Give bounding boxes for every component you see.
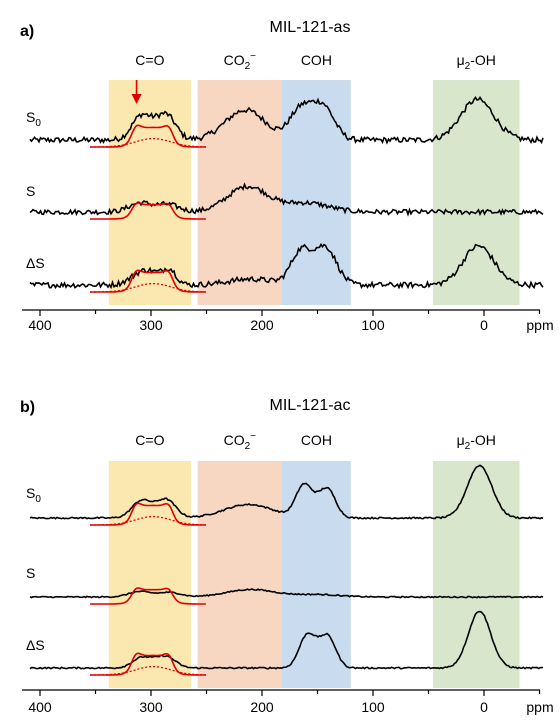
panel-title: MIL-121-ac <box>270 397 351 414</box>
region-coh <box>281 461 351 688</box>
region-label: COH <box>301 52 332 68</box>
x-tick-label: 100 <box>361 317 385 333</box>
annotation-arrow-head <box>131 94 142 104</box>
x-axis-unit: ppm <box>526 699 553 715</box>
panel-label: a) <box>20 23 34 40</box>
region-mu2-oh <box>432 80 520 305</box>
region-label: COH <box>301 432 332 448</box>
x-tick-label: 400 <box>28 317 52 333</box>
fit-curve-sum <box>90 652 206 676</box>
fit-curve-sum <box>90 269 206 293</box>
region-label: CO2− <box>224 431 257 452</box>
spectrum-trace <box>29 464 544 520</box>
x-tick-label: 300 <box>139 317 163 333</box>
fit-curve-sum <box>90 202 206 220</box>
spectrum-trace <box>29 182 544 217</box>
x-tick-label: 0 <box>480 699 488 715</box>
panel-title: MIL-121-as <box>270 19 351 36</box>
x-tick-label: 400 <box>28 699 52 715</box>
trace-label: S <box>26 183 35 199</box>
x-tick-label: 100 <box>361 699 385 715</box>
region-mu2-oh <box>432 461 520 688</box>
region-co2- <box>197 461 282 688</box>
region-coh <box>281 80 351 305</box>
spectrum-trace <box>29 242 544 290</box>
trace-label: ΔS <box>26 255 45 271</box>
panel-b: b) MIL-121-ac C=O CO2− COH μ2-OH S0 S ΔS 400 300 20… <box>20 397 554 715</box>
x-tick-label: 200 <box>250 699 274 715</box>
trace-label: S0 <box>26 485 41 505</box>
region-co2- <box>197 80 282 305</box>
region-label: C=O <box>135 432 164 448</box>
region-label: μ2-OH <box>457 52 496 72</box>
spectrum-trace <box>29 588 544 599</box>
fit-curve-sum <box>90 502 206 526</box>
region-c-o <box>108 80 191 305</box>
x-tick-label: 300 <box>139 699 163 715</box>
spectrum-trace <box>29 610 544 670</box>
region-label: CO2− <box>224 51 257 72</box>
region-label: C=O <box>135 52 164 68</box>
spectrum-trace <box>29 95 544 145</box>
panel-a: a) MIL-121-as C=O CO2− COH μ2-OH S0 S ΔS 400 300 20… <box>20 19 554 333</box>
trace-label: S0 <box>26 109 41 129</box>
x-axis-unit: ppm <box>526 317 553 333</box>
fit-curve-sum <box>90 587 206 605</box>
panel-label: b) <box>20 399 35 416</box>
region-c-o <box>108 461 191 688</box>
fit-curve-sum <box>90 124 206 148</box>
x-tick-label: 0 <box>480 317 488 333</box>
x-tick-label: 200 <box>250 317 274 333</box>
region-label: μ2-OH <box>457 432 496 452</box>
trace-label: ΔS <box>26 637 45 653</box>
trace-label: S <box>26 565 35 581</box>
